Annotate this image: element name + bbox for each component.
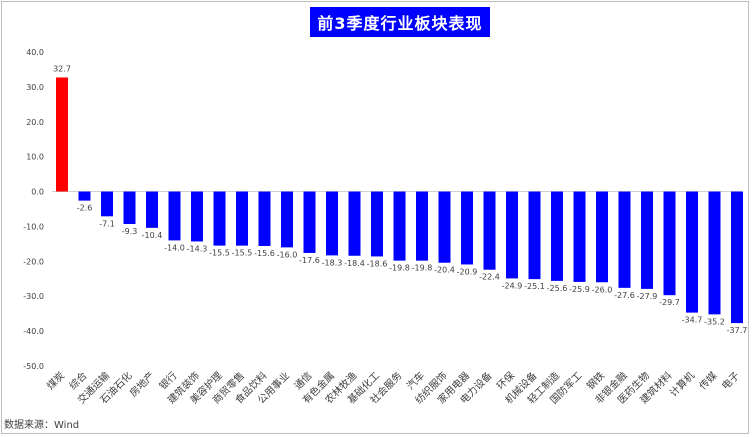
data-label: -25.6 [547, 284, 568, 293]
bar [281, 191, 293, 248]
data-label: -19.8 [412, 264, 433, 273]
y-tick-label: 0.0 [31, 188, 44, 197]
data-label: -25.1 [524, 282, 545, 291]
category-label: 房地产 [127, 369, 157, 399]
data-label: -24.9 [502, 281, 523, 290]
bar [101, 191, 113, 217]
data-label: -19.8 [389, 264, 410, 273]
bar [641, 191, 653, 289]
category-label: 煤炭 [44, 369, 67, 392]
bar [393, 191, 406, 261]
data-label: -20.4 [434, 266, 455, 275]
y-tick-label: -40.0 [23, 327, 44, 336]
bar [551, 191, 563, 281]
y-tick-label: 10.0 [26, 153, 44, 162]
bar [686, 191, 698, 313]
data-source-note: 数据来源：Wind [4, 420, 80, 431]
bar [663, 191, 676, 296]
y-tick-label: 20.0 [26, 118, 44, 127]
bar [573, 191, 586, 282]
bar [168, 191, 181, 241]
data-label: -15.5 [209, 249, 230, 258]
bar [438, 191, 451, 263]
bar [303, 191, 316, 253]
data-label: -2.6 [77, 204, 93, 213]
bar [618, 191, 631, 288]
data-label: 32.7 [53, 64, 71, 73]
data-label: -15.5 [232, 249, 253, 258]
bar [528, 191, 541, 280]
bar [56, 77, 68, 192]
category-label: 传媒 [697, 370, 720, 393]
y-tick-label: 30.0 [26, 83, 44, 92]
category-label: 电子 [719, 369, 742, 392]
bar [348, 191, 361, 256]
bar [596, 191, 608, 283]
y-tick-label: -10.0 [23, 222, 44, 231]
data-label: -22.4 [479, 273, 500, 282]
data-label: -20.9 [457, 267, 478, 276]
bar [326, 191, 338, 256]
data-label: -10.4 [142, 231, 163, 240]
bar [213, 191, 226, 246]
bar [416, 191, 428, 261]
bar [258, 191, 271, 246]
bar [371, 191, 383, 257]
bar [146, 191, 158, 228]
y-tick-label: -20.0 [23, 257, 44, 266]
bar [191, 191, 203, 242]
data-label: -29.7 [659, 298, 680, 307]
data-label: -7.1 [99, 219, 115, 228]
data-label: -17.6 [299, 256, 320, 265]
bar [731, 191, 743, 324]
bar [506, 191, 518, 279]
data-label: -27.6 [614, 291, 635, 300]
bar [483, 191, 496, 270]
data-label: -37.7 [727, 326, 748, 335]
data-label: -35.2 [704, 317, 725, 326]
y-tick-label: -30.0 [23, 292, 44, 301]
data-label: -14.3 [187, 244, 208, 253]
data-label: -16.0 [277, 250, 298, 259]
data-label: -26.0 [592, 285, 613, 294]
y-tick-label: -50.0 [23, 362, 44, 371]
y-tick-label: 40.0 [26, 48, 44, 57]
chart-title: 前3季度行业板块表现 [310, 7, 490, 37]
bar [236, 191, 248, 246]
bar [461, 191, 473, 265]
data-label: -27.9 [637, 292, 658, 301]
bar [78, 191, 91, 201]
data-label: -18.4 [344, 259, 365, 268]
bar [708, 191, 721, 315]
data-label: -18.6 [367, 259, 388, 268]
data-label: -15.6 [254, 249, 275, 258]
data-label: -18.3 [322, 258, 343, 267]
data-label: -25.9 [569, 285, 590, 294]
data-label: -14.0 [164, 243, 185, 252]
bar [123, 191, 136, 225]
data-label: -9.3 [122, 227, 138, 236]
data-label: -34.7 [682, 316, 703, 325]
category-label: 计算机 [667, 369, 697, 399]
